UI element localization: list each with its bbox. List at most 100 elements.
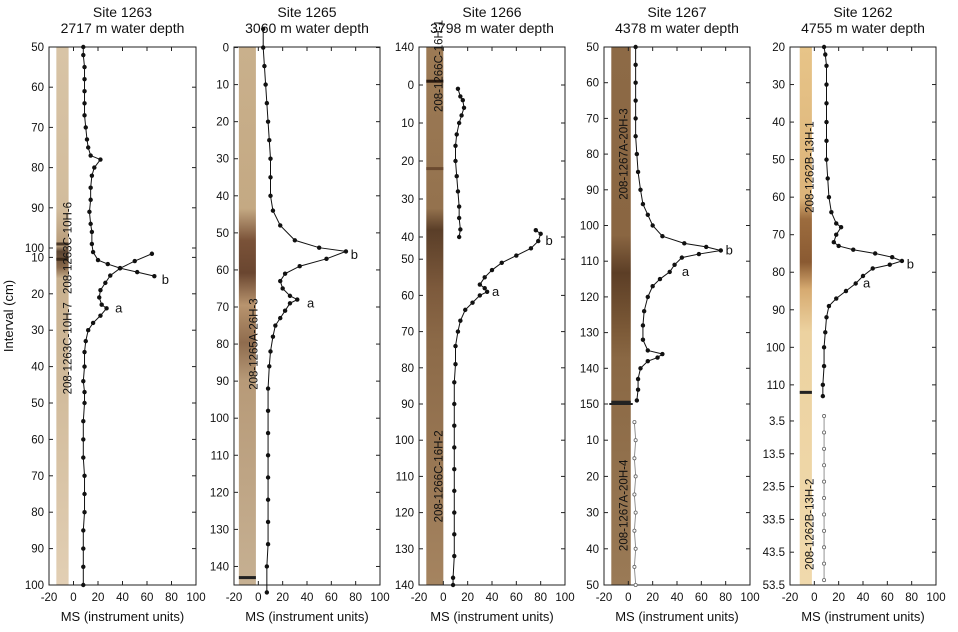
ms-data-point [477,293,483,298]
y-tick-label: 30 [772,80,785,92]
x-tick-label: -20 [411,592,428,604]
ms-data-point [822,446,827,451]
x-axis-label: MS (instrument units) [801,609,925,624]
ms-data-point [264,100,270,106]
ms-series-line [822,46,904,397]
y-tick-label: 60 [401,290,414,302]
ms-data-point [267,138,272,143]
y-tick-label: 60 [31,82,44,94]
core-photo-strip [426,47,444,585]
core-section-label: 208-1263C-10H-6 [63,202,75,294]
y-tick-label: 20 [216,117,229,129]
ms-data-point [81,455,86,460]
y-tick-label: 70 [31,122,44,134]
ms-data-point [528,246,534,251]
x-tick-label: -20 [782,592,799,604]
ms-data-point [287,301,293,306]
ms-data-point [824,157,829,162]
ms-data-point [270,208,276,213]
ms-data-point [455,189,461,194]
ms-data-point [822,479,827,484]
y-tick-label: 50 [31,42,44,54]
chart-title: Site 1265 [277,4,336,20]
ms-data-point [634,398,640,403]
ms-data-point [482,285,487,291]
ms-data-point [657,276,663,282]
ms-data-point [482,275,487,280]
y-tick-label: 70 [216,302,229,314]
y-tick-label: 100 [395,435,414,447]
ms-data-point [633,583,638,588]
ms-data-point [704,244,709,250]
x-tick-label: 100 [370,592,389,604]
y-tick-label: 140 [580,363,599,375]
chart-subtitle: 4378 m water depth [615,20,739,36]
ms-data-point [453,361,458,367]
ms-data-point [870,266,875,271]
x-tick-label: 0 [811,592,817,604]
ms-data-point [682,241,687,246]
ms-data-point [82,400,87,406]
ms-data-point [822,561,827,566]
ms-data-point [633,134,638,139]
ms-data-point [455,329,461,334]
ms-data-point [838,224,844,230]
y-tick-label: 130 [210,524,229,536]
ms-data-point [265,408,271,413]
ms-data-point [853,281,858,286]
ms-data-point [632,420,637,425]
ms-data-point [638,366,643,371]
x-tick-label: 100 [926,592,945,604]
y-tick-label: 30 [31,325,44,337]
ms-data-point [824,101,829,106]
y-tick-label: 120 [395,508,414,520]
ms-series-line [82,47,155,277]
ms-data-point [826,303,832,309]
ms-data-point [452,532,457,537]
y-tick-label: 150 [580,399,599,411]
y-tick-label: 20 [586,471,599,483]
ms-data-point [265,519,271,525]
y-tick-label: 13.5 [763,449,785,461]
ms-data-point [261,45,266,50]
core-break [238,576,256,580]
ms-data-point [632,528,637,533]
ms-data-point [452,401,457,407]
ms-data-point [829,209,834,215]
peak-annotation-b: b [907,257,914,272]
ms-data-point [843,288,849,294]
ms-data-point [450,582,456,588]
ms-data-point [89,173,95,178]
x-tick-label: 40 [857,592,870,604]
y-tick-label: 10 [586,435,599,447]
ms-data-point [81,546,86,551]
y-tick-label: 60 [772,192,785,204]
ms-data-point [135,269,140,275]
ms-data-point [824,82,829,87]
y-tick-label: 90 [401,399,414,411]
y-tick-label: 70 [772,230,785,242]
x-tick-label: 60 [881,592,894,604]
ms-data-point [82,349,87,355]
ms-data-point [265,119,271,124]
ms-data-point [105,261,111,267]
y-tick-label: 10 [401,118,414,130]
core-break [426,167,444,171]
ms-data-point [81,419,86,424]
ms-data-point [265,453,271,458]
core-section-label: 208-1267A-20H-4 [619,459,631,551]
ms-data-point [99,302,104,307]
core-photo-strip [56,47,69,585]
ms-data-point [826,194,832,200]
y-tick-label: 50 [31,398,44,410]
peak-annotation-b: b [546,233,553,248]
y-tick-label: 50 [401,254,414,266]
ms-data-point [81,44,86,50]
x-axis-label: MS (instrument units) [430,609,554,624]
ms-data-point [499,260,504,266]
y-tick-label: 40 [31,362,44,374]
y-tick-label: 50 [586,42,599,54]
y-tick-label: 43.5 [763,547,785,559]
ms-data-point [821,345,827,350]
